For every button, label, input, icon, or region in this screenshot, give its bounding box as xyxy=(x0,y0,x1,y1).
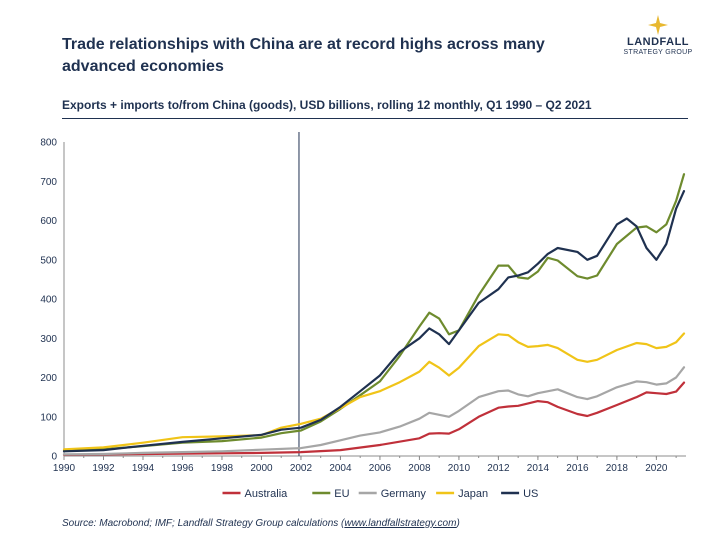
x-tick-label: 2000 xyxy=(250,463,273,474)
y-tick-label: 0 xyxy=(51,452,57,463)
y-tick-label: 200 xyxy=(40,373,57,384)
chart-legend: Australia EU Germany Japan US xyxy=(222,488,538,500)
x-tick-label: 1996 xyxy=(171,463,194,474)
axes: 0 100 200 300 400 500 600 700 800 1990 1992 1994 199… xyxy=(40,132,686,474)
x-tick-label: 2002 xyxy=(290,463,313,474)
series-line-japan xyxy=(62,332,686,451)
x-tick-label: 2004 xyxy=(329,463,352,474)
x-tick-label: 1992 xyxy=(92,463,115,474)
series-line-eu xyxy=(62,173,686,452)
legend-label-germany: Germany xyxy=(381,488,427,500)
legend-label-us: US xyxy=(523,488,538,500)
source-suffix: ) xyxy=(456,518,460,529)
y-tick-label: 100 xyxy=(40,412,57,423)
x-tick-label: 2020 xyxy=(645,463,668,474)
star-icon xyxy=(648,15,668,35)
x-tick-label: 2012 xyxy=(487,463,510,474)
series-line-germany xyxy=(62,366,686,456)
y-tick-label: 300 xyxy=(40,334,57,345)
chart-subtitle: Exports + imports to/from China (goods),… xyxy=(62,98,592,112)
legend-label-japan: Japan xyxy=(458,488,488,500)
series-line-us xyxy=(62,190,686,453)
legend-label-australia: Australia xyxy=(245,488,289,500)
subtitle-rule xyxy=(62,118,688,119)
chart-title: Trade relationships with China are at re… xyxy=(62,36,545,75)
y-tick-label: 800 xyxy=(40,138,57,149)
x-tick-label: 2014 xyxy=(527,463,550,474)
y-tick-label: 700 xyxy=(40,177,57,188)
y-tick-label: 600 xyxy=(40,216,57,227)
line-chart: 0 100 200 300 400 500 600 700 800 1990 1992 1994 199… xyxy=(40,132,686,500)
x-tick-label: 2008 xyxy=(408,463,431,474)
source-prefix: Source: Macrobond; IMF; Landfall Strateg… xyxy=(62,518,345,529)
y-tick-label: 400 xyxy=(40,295,57,306)
legend-label-eu: EU xyxy=(334,488,349,500)
series-lines xyxy=(62,173,686,456)
series-line-australia xyxy=(62,381,686,456)
logo-name: LANDFALL xyxy=(626,36,690,48)
source-link[interactable]: www.landfallstrategy.com xyxy=(344,518,457,529)
x-tick-label: 2006 xyxy=(369,463,392,474)
x-tick-label: 1998 xyxy=(211,463,234,474)
x-tick-label: 2018 xyxy=(606,463,629,474)
x-tick-label: 1990 xyxy=(53,463,76,474)
logo-tagline: STRATEGY GROUP xyxy=(623,49,693,56)
source-note: Source: Macrobond; IMF; Landfall Strateg… xyxy=(62,518,460,529)
x-tick-label: 2016 xyxy=(566,463,589,474)
brand-logo: LANDFALL STRATEGY GROUP xyxy=(612,14,704,57)
x-tick-label: 2010 xyxy=(448,463,471,474)
y-tick-label: 500 xyxy=(40,255,57,266)
x-tick-label: 1994 xyxy=(132,463,155,474)
